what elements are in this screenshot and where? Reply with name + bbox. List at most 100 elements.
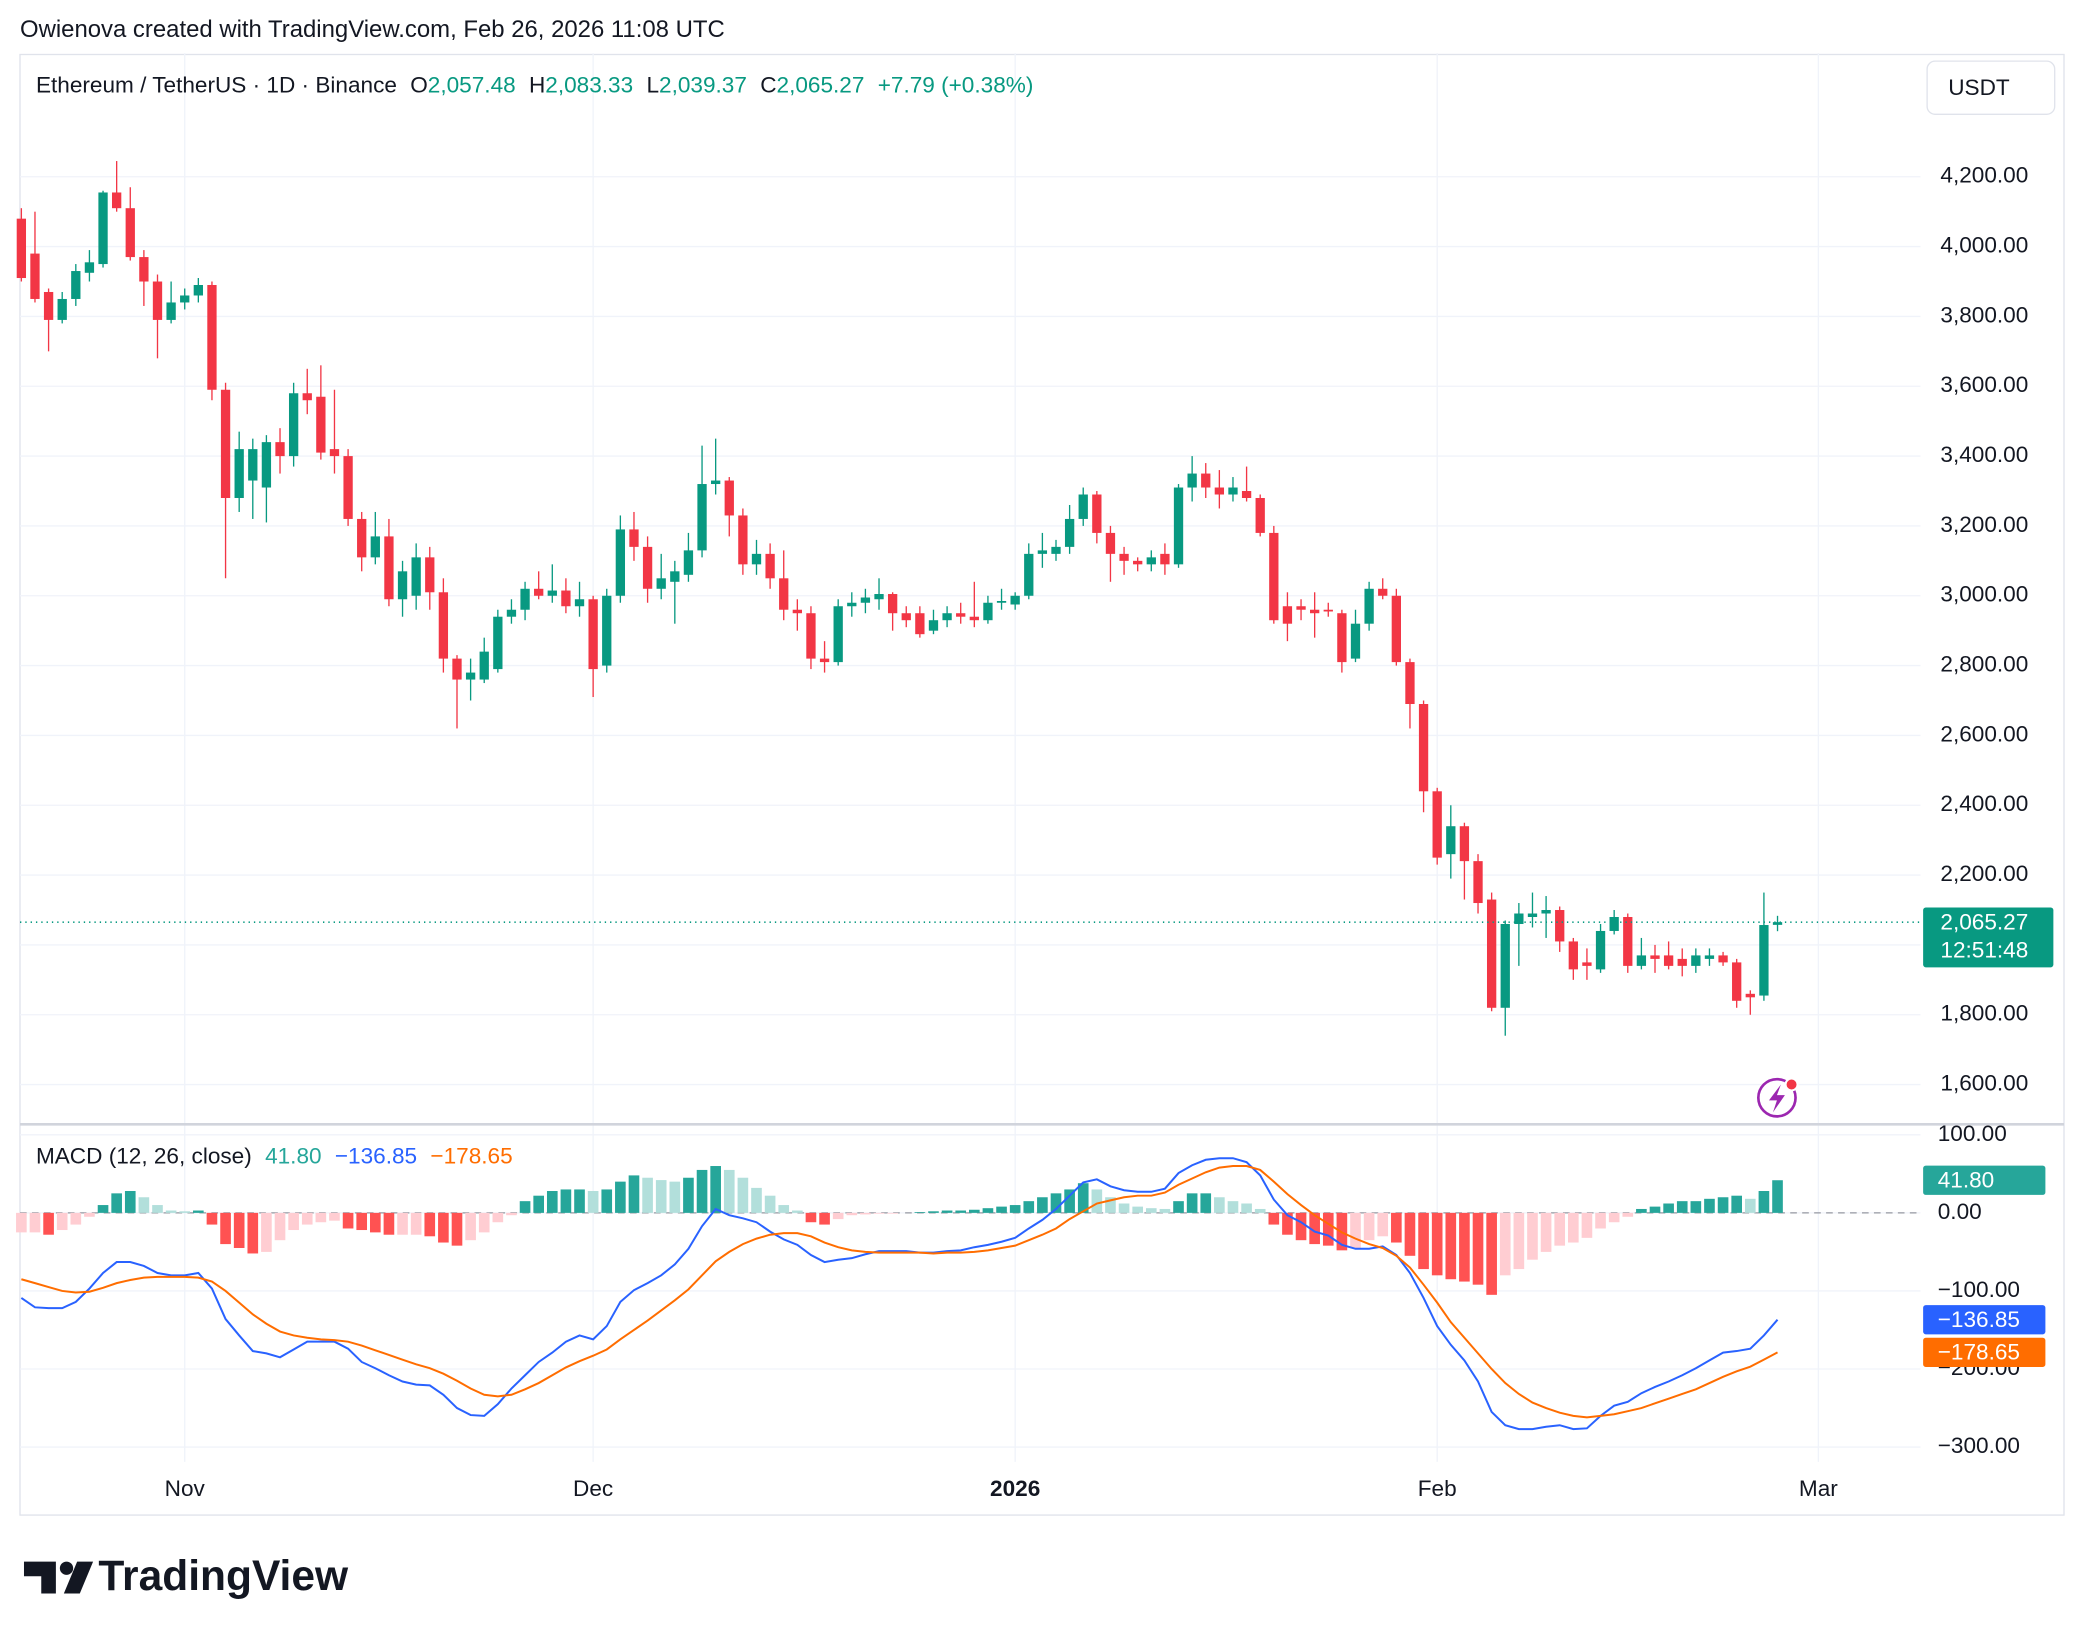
y-tick-label: 3,200.00 xyxy=(1940,512,2028,537)
candle-body xyxy=(1446,826,1456,855)
grid xyxy=(19,53,1921,1462)
histogram-bar xyxy=(1568,1212,1579,1243)
histogram-bar xyxy=(342,1212,354,1229)
candle-body xyxy=(738,515,748,565)
candle-body xyxy=(207,285,217,390)
candle-body xyxy=(751,553,762,565)
candle-body xyxy=(16,218,27,279)
histogram-bar xyxy=(261,1212,272,1252)
alert-dot xyxy=(1784,1077,1799,1092)
histogram-bar xyxy=(492,1212,504,1223)
candle-body xyxy=(1173,487,1184,565)
alert-icon[interactable] xyxy=(1757,1077,1799,1118)
histogram-bar xyxy=(1581,1212,1593,1238)
histogram-bar xyxy=(1636,1208,1647,1213)
histogram-bar xyxy=(220,1212,231,1245)
candle-body xyxy=(302,393,312,401)
candle-body xyxy=(288,393,299,457)
histogram-bar xyxy=(1309,1212,1320,1245)
candle-body xyxy=(1623,916,1633,966)
candle-body xyxy=(316,396,326,453)
candle-body xyxy=(1133,560,1143,565)
histogram-bar xyxy=(1254,1208,1266,1213)
candle-body xyxy=(806,613,816,659)
histogram-bar xyxy=(1186,1193,1198,1213)
y-tick-label: 4,000.00 xyxy=(1940,233,2028,258)
histogram-bar xyxy=(1554,1212,1566,1246)
candle-body xyxy=(629,529,639,547)
candle-body xyxy=(1432,791,1442,858)
candle-body xyxy=(642,546,653,589)
value-box xyxy=(1923,1305,2046,1335)
candle-body xyxy=(1745,993,1755,998)
candle-body xyxy=(397,571,408,600)
candle-body xyxy=(1092,494,1102,533)
candle-body xyxy=(506,609,517,617)
y-tick-label: 1,600.00 xyxy=(1940,1071,2028,1096)
y-tick-label: 3,400.00 xyxy=(1940,442,2028,467)
histogram-bar xyxy=(982,1208,994,1213)
histogram-bar xyxy=(751,1187,762,1213)
histogram-bar xyxy=(16,1212,27,1233)
currency-button[interactable] xyxy=(1926,60,2056,115)
legend-key: H xyxy=(529,72,545,97)
macd-line xyxy=(20,1157,1779,1431)
y-tick-label: 3,800.00 xyxy=(1940,302,2028,327)
histogram-bar xyxy=(1268,1212,1280,1225)
candle-body xyxy=(1010,595,1020,605)
histogram-bar xyxy=(1690,1201,1702,1213)
attribution: Owienova created with TradingView.com, F… xyxy=(20,16,725,43)
histogram-bar xyxy=(1622,1212,1634,1217)
candle-body xyxy=(833,606,843,663)
histogram-bar xyxy=(1132,1206,1143,1213)
candle-body xyxy=(98,192,108,265)
macd-line xyxy=(21,1165,1778,1419)
candle-body xyxy=(1296,606,1306,610)
candle-body xyxy=(1677,958,1687,966)
candle-body xyxy=(1105,532,1116,554)
candle-body xyxy=(30,253,40,299)
histogram-bar xyxy=(1118,1203,1130,1213)
histogram-bar xyxy=(1663,1203,1674,1213)
candle-body xyxy=(1459,826,1470,862)
histogram-bar xyxy=(941,1210,953,1213)
histogram-bar xyxy=(424,1212,436,1237)
histogram-bar xyxy=(329,1212,340,1221)
candle-body xyxy=(425,557,435,593)
candle-body xyxy=(915,613,925,635)
logo-mark xyxy=(23,1561,56,1594)
histogram-bar xyxy=(655,1180,667,1213)
histogram-bar xyxy=(846,1212,858,1216)
legend-key: O xyxy=(410,72,428,97)
candle-body xyxy=(1323,609,1333,612)
histogram-bar xyxy=(1499,1212,1511,1276)
histogram-bar xyxy=(1649,1206,1661,1213)
histogram-bar xyxy=(301,1212,313,1225)
candle-body xyxy=(43,291,54,320)
histogram-bar xyxy=(1758,1191,1770,1213)
candle-body xyxy=(1568,941,1578,970)
histogram-bar xyxy=(601,1189,613,1213)
value-box xyxy=(1923,1165,2046,1195)
histogram-bar xyxy=(451,1212,463,1246)
candle-body xyxy=(71,271,81,299)
histogram-bar xyxy=(1241,1203,1252,1213)
histogram-bar xyxy=(506,1212,517,1216)
histogram-bar xyxy=(29,1212,41,1233)
histogram-bar xyxy=(1772,1180,1783,1213)
candle-body xyxy=(901,613,911,621)
histogram-bar xyxy=(1282,1212,1293,1235)
histogram-bar xyxy=(546,1191,558,1213)
candle-body xyxy=(670,571,680,582)
histogram-bar xyxy=(1322,1212,1334,1246)
x-tick-label: Nov xyxy=(165,1476,206,1501)
histogram-bar xyxy=(1227,1201,1239,1213)
candle-body xyxy=(1636,955,1647,966)
histogram-bar xyxy=(1486,1212,1497,1295)
histogram-bar xyxy=(1540,1212,1552,1252)
legend-value: 2,039.37 xyxy=(659,72,747,97)
legend-value: 41.80 xyxy=(265,1144,322,1169)
candle-body xyxy=(520,588,530,610)
